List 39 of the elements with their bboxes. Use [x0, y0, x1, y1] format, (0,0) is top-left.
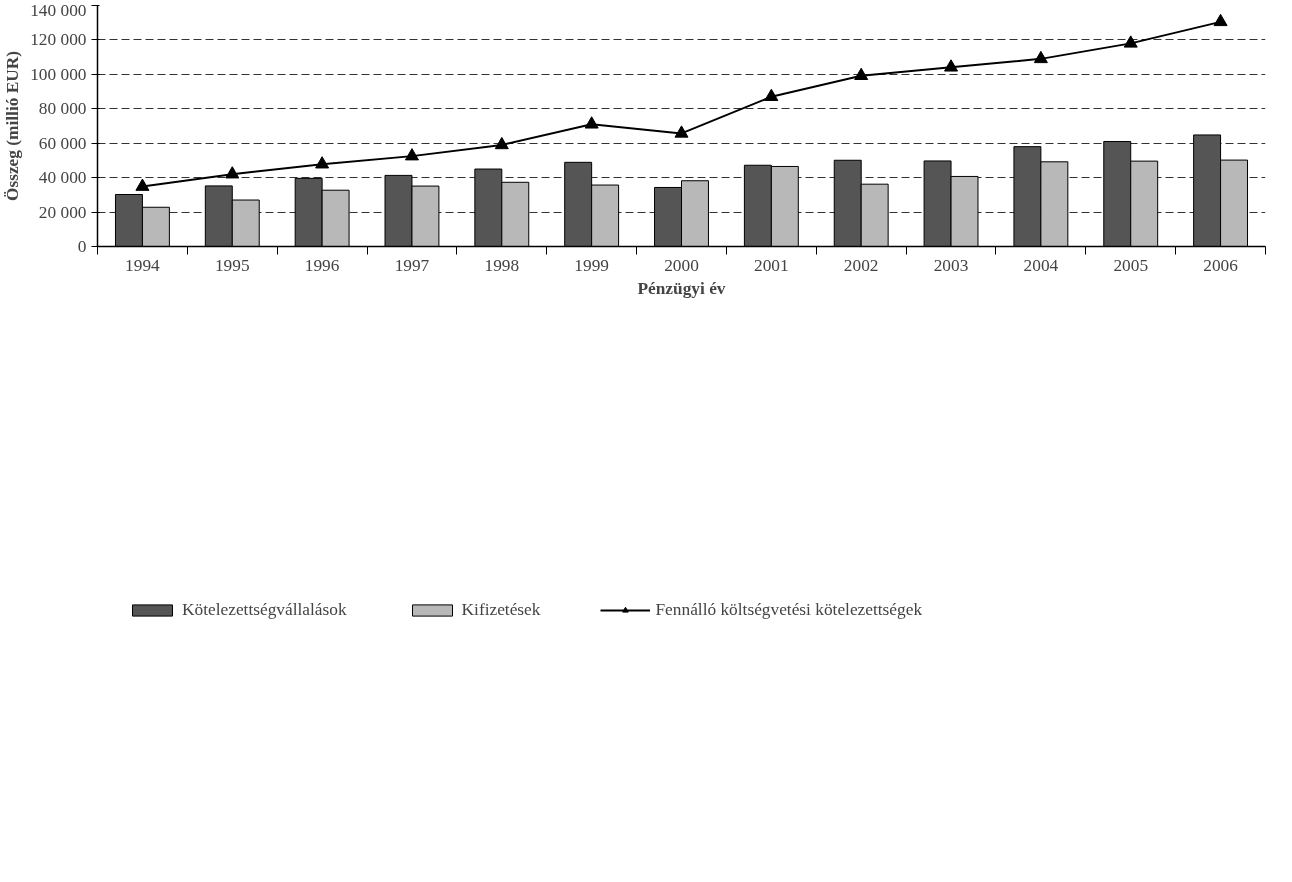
- legend-label: Kötelezettségvállalások: [182, 600, 347, 620]
- x-tick-label: 2001: [754, 255, 789, 275]
- point: [404, 148, 419, 161]
- x-tick-label: 2004: [1023, 255, 1059, 275]
- point: [1033, 50, 1048, 64]
- point: [225, 166, 240, 179]
- x-tick-label: 1994: [125, 255, 161, 275]
- x-tick-label: 2005: [1113, 255, 1149, 275]
- point: [135, 178, 150, 191]
- point: [1123, 35, 1138, 48]
- x-tick-label: 1997: [394, 255, 430, 275]
- y-tick-label: 60 000: [38, 133, 87, 153]
- point: [854, 67, 869, 80]
- x-tick-label: 1995: [214, 255, 250, 275]
- x-axis-title: Pénzügyi év: [637, 278, 726, 298]
- legend-label: Kifizetések: [461, 600, 541, 620]
- x-tick-label: 2003: [933, 255, 969, 275]
- y-tick-label: 80 000: [38, 99, 87, 119]
- x-tick-label: 2000: [664, 255, 699, 275]
- y-tick-label: 140 000: [30, 0, 87, 20]
- x-tick-label: 1996: [304, 255, 340, 275]
- point: [494, 136, 509, 150]
- point: [764, 88, 779, 101]
- y-tick-label: 0: [77, 237, 87, 256]
- x-tick-label: 2006: [1203, 255, 1239, 275]
- point: [944, 59, 959, 72]
- point: [674, 125, 689, 138]
- y-tick-label: 20 000: [38, 202, 87, 222]
- y-tick-label: 100 000: [30, 64, 87, 84]
- y-tick-label: 120 000: [30, 30, 87, 50]
- x-tick-label: 2002: [843, 255, 879, 275]
- legend-label: Fennálló költségvetési kötelezettségek: [655, 600, 923, 620]
- point: [1213, 13, 1228, 27]
- x-tick-label: 1998: [484, 255, 520, 275]
- x-tick-label: 1999: [574, 255, 609, 275]
- point: [315, 156, 330, 169]
- y-tick-label: 40 000: [38, 168, 87, 188]
- point: [584, 116, 599, 129]
- y-axis-title: Összeg (millió EUR): [3, 50, 23, 202]
